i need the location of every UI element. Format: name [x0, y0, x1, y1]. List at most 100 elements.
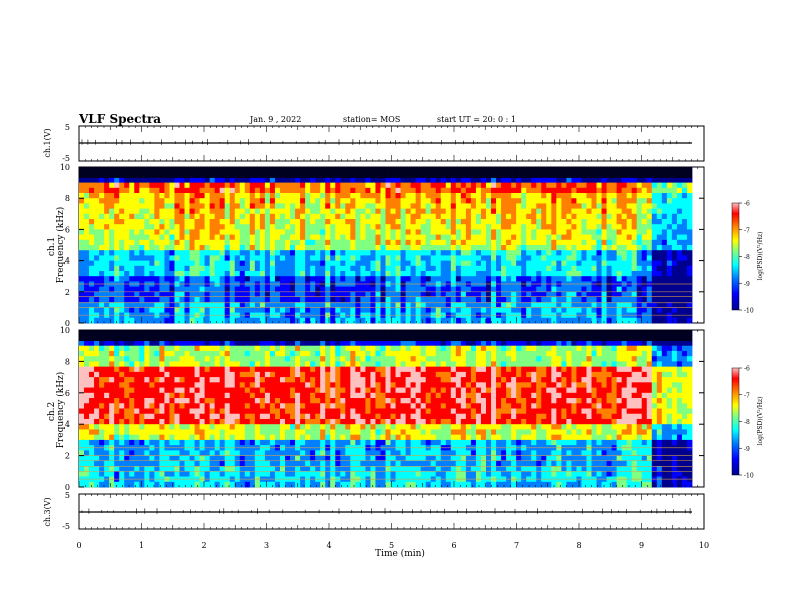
spectrogram-cell — [129, 307, 135, 313]
spectrogram-cell — [521, 198, 527, 204]
spectrogram-cell — [420, 177, 427, 183]
spectrogram-cell — [285, 250, 291, 256]
spectrogram-cell — [501, 177, 507, 183]
spectrogram-cell — [134, 450, 140, 456]
spectrogram-cell — [249, 260, 256, 267]
spectrogram-cell — [99, 245, 105, 251]
spectrogram-cell — [279, 317, 286, 324]
spectrogram-cell — [234, 377, 241, 383]
spectrogram-cell — [129, 361, 135, 368]
spectrogram-cell — [586, 208, 592, 215]
spectrogram-cell — [89, 377, 95, 383]
spectrogram-cell — [320, 203, 326, 209]
spectrogram-cell — [576, 245, 582, 251]
spectrogram-cell — [204, 193, 211, 199]
spectrogram-cell — [244, 208, 251, 215]
spectrogram-cell — [661, 203, 668, 209]
spectrogram-cell — [410, 297, 417, 303]
spectrogram-cell — [114, 239, 120, 246]
spectrogram-cell — [556, 255, 562, 261]
spectrogram-cell — [345, 317, 351, 324]
spectrogram-cell — [470, 260, 477, 267]
spectrogram-cell — [234, 387, 241, 394]
spectrogram-cell — [89, 213, 95, 220]
spectrogram-cell — [84, 229, 90, 235]
spectrogram-cell — [159, 286, 165, 293]
spectrogram-cell — [184, 271, 190, 277]
spectrogram-cell — [139, 418, 145, 425]
spectrogram-cell — [561, 229, 567, 235]
spectrogram-cell — [626, 271, 633, 277]
spectrogram-cell — [149, 392, 155, 399]
spectrogram-cell — [611, 198, 618, 204]
spectrogram-cell — [430, 187, 437, 194]
spectrogram-cell — [79, 265, 85, 272]
spectrogram-cell — [114, 187, 120, 194]
spectrogram-cell — [249, 224, 256, 230]
spectrogram-cell — [274, 387, 281, 394]
spectrogram-cell — [129, 377, 135, 383]
start-ut-label: start UT = 20: 0 : 1 — [437, 115, 516, 124]
spectrogram-cell — [174, 466, 180, 472]
spectrogram-cell — [661, 213, 668, 220]
spectrogram-cell — [79, 271, 85, 277]
spectrogram-cell — [194, 403, 200, 409]
spectrogram-cell — [646, 255, 653, 261]
spectrogram-cell — [94, 255, 100, 261]
spectrogram-cell — [415, 291, 422, 298]
spectrogram-cell — [94, 229, 100, 235]
spectrogram-cell — [149, 371, 155, 378]
spectrogram-cell — [179, 317, 185, 324]
spectrogram-cell — [244, 408, 251, 415]
spectrogram-cell — [189, 219, 195, 225]
spectrogram-cell — [229, 356, 236, 362]
spectrogram-cell — [179, 350, 185, 357]
spectrogram-cell — [516, 213, 522, 220]
spectrogram-cell — [189, 471, 195, 477]
spectrogram-cell — [385, 265, 391, 272]
spectrogram-cell — [194, 424, 200, 430]
spectrogram-cell — [330, 245, 336, 251]
spectrogram-cell — [229, 187, 236, 194]
spectrogram-cell — [104, 460, 110, 467]
spectrogram-cell — [174, 481, 180, 488]
spectrogram-cell — [204, 361, 211, 368]
spectrogram-cell — [581, 265, 587, 272]
spectrogram-cell — [184, 177, 190, 183]
spectrogram-cell — [435, 245, 442, 251]
spectrogram-cell — [626, 307, 633, 313]
spectrogram-cell — [410, 203, 417, 209]
spectrogram-cell — [370, 213, 376, 220]
spectrogram-cell — [114, 219, 120, 225]
spectrogram-cell — [320, 317, 326, 324]
spectrogram-cell — [586, 187, 592, 194]
spectrogram-cell — [450, 255, 457, 261]
spectrogram-cell — [179, 286, 185, 293]
spectrogram-cell — [249, 361, 256, 368]
spectrogram-cell — [676, 297, 683, 303]
spectrogram-cell — [89, 239, 95, 246]
spectrogram-cell — [315, 239, 321, 246]
spectrogram-cell — [526, 229, 532, 235]
spectrogram-cell — [199, 439, 206, 446]
spectrogram-cell — [300, 219, 306, 225]
spectrogram-cell — [104, 408, 110, 415]
spectrogram-cell — [239, 276, 246, 282]
spectrogram-cell — [330, 208, 336, 215]
spectrogram-cell — [279, 340, 286, 347]
spectrogram-cell — [385, 198, 391, 204]
spectrogram-cell — [209, 291, 216, 298]
spectrogram-cell — [179, 265, 185, 272]
spectrogram-cell — [375, 187, 381, 194]
spectrogram-cell — [345, 229, 351, 235]
spectrogram-cell — [129, 219, 135, 225]
spectrogram-cell — [159, 198, 165, 204]
spectrogram-cell — [626, 187, 633, 194]
spectrogram-cell — [79, 382, 85, 388]
spectrogram-cell — [104, 466, 110, 472]
spectrogram-cell — [666, 265, 673, 272]
spectrogram-cell — [264, 219, 271, 225]
spectrogram-cell — [169, 265, 175, 272]
spectrogram-cell — [109, 187, 115, 194]
spectrogram-cell — [164, 297, 170, 303]
